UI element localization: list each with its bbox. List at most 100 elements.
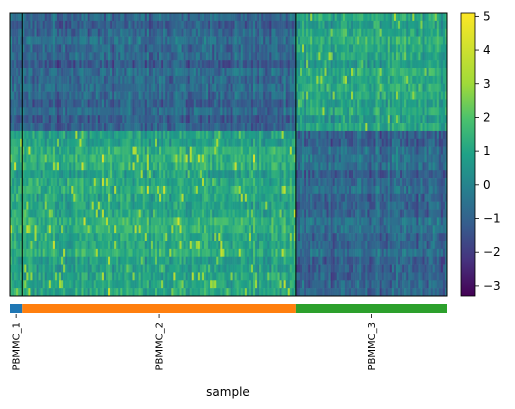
heatmap-cell xyxy=(246,248,250,257)
heatmap-cell xyxy=(18,288,21,297)
heatmap-cell xyxy=(171,264,174,273)
heatmap-cell xyxy=(67,209,70,218)
heatmap-cell xyxy=(263,240,266,250)
heatmap-cell xyxy=(163,264,166,273)
heatmap-cell xyxy=(69,83,72,92)
heatmap-cell xyxy=(134,264,137,273)
heatmap-cell xyxy=(216,240,219,250)
heatmap-cell xyxy=(287,44,291,53)
heatmap-cell xyxy=(38,146,41,155)
heatmap-cell xyxy=(236,91,240,100)
heatmap-cell xyxy=(150,138,154,147)
heatmap-cell xyxy=(206,52,209,61)
heatmap-cell xyxy=(161,130,164,140)
heatmap-cell xyxy=(146,288,150,297)
heatmap-cell xyxy=(142,115,146,124)
heatmap-cell xyxy=(67,115,70,124)
heatmap-cell xyxy=(289,44,293,53)
heatmap-cell xyxy=(81,138,84,147)
heatmap-cell xyxy=(56,272,60,281)
heatmap-cell xyxy=(10,240,13,250)
heatmap-cell xyxy=(193,20,197,30)
heatmap-cell xyxy=(91,280,95,289)
heatmap-cell xyxy=(269,162,272,171)
heatmap-cell xyxy=(175,44,178,53)
heatmap-cell xyxy=(28,256,31,265)
heatmap-cell xyxy=(255,193,258,202)
heatmap-cell xyxy=(95,115,99,124)
heatmap-cell xyxy=(36,178,39,187)
heatmap-cell xyxy=(144,123,148,132)
heatmap-cell xyxy=(34,28,37,37)
heatmap-cell xyxy=(173,256,176,265)
heatmap-cell xyxy=(267,193,270,202)
heatmap-cell xyxy=(38,28,41,37)
heatmap-cell xyxy=(85,272,88,281)
heatmap-cell xyxy=(271,99,274,108)
heatmap-cell xyxy=(226,256,229,265)
heatmap-cell xyxy=(242,240,246,250)
heatmap-cell xyxy=(122,201,125,210)
heatmap-cell xyxy=(257,36,260,45)
heatmap-cell xyxy=(204,28,207,37)
heatmap-cell xyxy=(269,83,272,92)
heatmap-cell xyxy=(26,170,29,179)
heatmap-cell xyxy=(101,20,105,30)
heatmap-cell xyxy=(271,107,274,116)
heatmap-cell xyxy=(112,130,115,140)
heatmap-cell xyxy=(197,107,201,116)
heatmap-cell xyxy=(126,154,129,163)
heatmap-cell xyxy=(22,248,25,257)
heatmap-cell xyxy=(30,209,33,218)
heatmap-cell xyxy=(214,256,217,265)
heatmap-cell xyxy=(148,146,152,155)
heatmap-cell xyxy=(38,201,41,210)
heatmap-cell xyxy=(267,256,270,265)
heatmap-cell xyxy=(173,201,176,210)
heatmap-cell xyxy=(146,44,150,53)
heatmap-cell xyxy=(54,162,58,171)
heatmap-cell xyxy=(87,28,90,37)
heatmap-cell xyxy=(81,178,84,187)
heatmap-cell xyxy=(16,193,19,202)
heatmap-cell xyxy=(101,115,105,124)
heatmap-cell xyxy=(277,280,280,289)
heatmap-cell xyxy=(83,162,86,171)
heatmap-cell xyxy=(126,280,129,289)
heatmap-cell xyxy=(206,280,209,289)
heatmap-cell xyxy=(69,130,72,140)
heatmap-cell xyxy=(291,28,295,37)
heatmap-cell xyxy=(48,264,52,273)
heatmap-cell xyxy=(189,75,193,85)
heatmap-cell xyxy=(108,185,111,195)
heatmap-cell xyxy=(220,115,223,124)
heatmap-cell xyxy=(110,99,113,108)
heatmap-cell xyxy=(222,256,225,265)
heatmap-cell xyxy=(197,28,201,37)
heatmap-cell xyxy=(187,233,190,242)
heatmap-cell xyxy=(246,130,250,140)
heatmap-cell xyxy=(224,225,227,234)
heatmap-cell xyxy=(175,225,178,234)
heatmap-cell xyxy=(48,185,52,195)
heatmap-cell xyxy=(201,217,205,226)
heatmap-cell xyxy=(167,217,170,226)
heatmap-cell xyxy=(232,83,235,92)
heatmap-cell xyxy=(265,44,268,53)
heatmap-cell xyxy=(279,123,282,132)
heatmap-cell xyxy=(93,248,97,257)
heatmap-cell xyxy=(56,233,60,242)
heatmap-cell xyxy=(38,75,41,85)
heatmap-cell xyxy=(253,99,256,108)
heatmap-cell xyxy=(150,75,154,85)
heatmap-cell xyxy=(52,272,56,281)
heatmap-cell xyxy=(20,13,23,22)
heatmap-cell xyxy=(89,52,92,61)
heatmap-cell xyxy=(150,185,154,195)
heatmap-cell xyxy=(234,217,237,226)
heatmap-cell xyxy=(163,201,166,210)
heatmap-cell xyxy=(38,170,41,179)
heatmap-cell xyxy=(248,178,252,187)
heatmap-cell xyxy=(59,217,62,226)
heatmap-cell xyxy=(67,146,70,155)
